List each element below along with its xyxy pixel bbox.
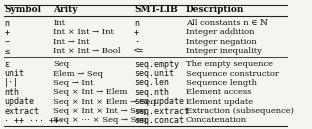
Text: −: − bbox=[4, 37, 9, 46]
Text: Extraction (subsequence): Extraction (subsequence) bbox=[186, 107, 294, 115]
Text: nth: nth bbox=[4, 88, 19, 97]
Text: Sequence length: Sequence length bbox=[186, 79, 257, 87]
Text: unit: unit bbox=[4, 69, 24, 78]
Text: The empty sequence: The empty sequence bbox=[186, 60, 273, 68]
Text: +: + bbox=[4, 28, 9, 37]
Text: Int → Int: Int → Int bbox=[53, 38, 90, 46]
Text: seq.empty: seq.empty bbox=[134, 60, 179, 69]
Text: Int × Int → Bool: Int × Int → Bool bbox=[53, 47, 121, 55]
Text: Element access: Element access bbox=[186, 88, 251, 96]
Text: Integer addition: Integer addition bbox=[186, 28, 255, 36]
Text: Arity: Arity bbox=[53, 5, 78, 14]
Text: Elem → Seq: Elem → Seq bbox=[53, 70, 103, 78]
Text: Symbol: Symbol bbox=[4, 5, 41, 14]
Text: |·|: |·| bbox=[4, 78, 19, 87]
Text: All constants n ∈ ℕ: All constants n ∈ ℕ bbox=[186, 19, 268, 27]
Text: Seq × Int × Elem → Seq: Seq × Int × Elem → Seq bbox=[53, 98, 156, 106]
Text: Concatenation: Concatenation bbox=[186, 116, 247, 124]
Text: <=: <= bbox=[134, 47, 144, 56]
Text: Element update: Element update bbox=[186, 98, 253, 106]
Text: Sequence constructor: Sequence constructor bbox=[186, 70, 279, 78]
Text: Integer inequality: Integer inequality bbox=[186, 47, 262, 55]
Text: Integer negation: Integer negation bbox=[186, 38, 257, 46]
Text: Description: Description bbox=[186, 5, 244, 14]
Text: -: - bbox=[134, 37, 139, 46]
Text: SMT-LIB: SMT-LIB bbox=[134, 5, 178, 14]
Text: ⋅ ++ ⋅⋅⋅ ++⋅: ⋅ ++ ⋅⋅⋅ ++⋅ bbox=[4, 116, 64, 125]
Text: seq.update: seq.update bbox=[134, 97, 184, 106]
Text: Int × Int → Int: Int × Int → Int bbox=[53, 28, 114, 36]
Text: Int: Int bbox=[53, 19, 66, 27]
Text: seq.unit: seq.unit bbox=[134, 69, 174, 78]
Text: seq.nth: seq.nth bbox=[134, 88, 169, 97]
Text: ≤: ≤ bbox=[4, 47, 9, 56]
Text: +: + bbox=[134, 28, 139, 37]
Text: Seq × ⋅⋅⋅ × Seq → Seq: Seq × ⋅⋅⋅ × Seq → Seq bbox=[53, 116, 147, 124]
Text: seq.extract: seq.extract bbox=[134, 107, 189, 116]
Text: n: n bbox=[134, 18, 139, 27]
Text: Seq × Int × Int → Seq: Seq × Int × Int → Seq bbox=[53, 107, 147, 115]
Text: seq.len: seq.len bbox=[134, 78, 169, 87]
Text: update: update bbox=[4, 97, 34, 106]
Text: ε: ε bbox=[4, 60, 9, 69]
Text: Seq × Int → Elem: Seq × Int → Elem bbox=[53, 88, 128, 96]
Text: Seq: Seq bbox=[53, 60, 70, 68]
Text: seq.concat: seq.concat bbox=[134, 116, 184, 125]
Text: n: n bbox=[4, 18, 9, 27]
Text: Seq → Int: Seq → Int bbox=[53, 79, 94, 87]
Text: extract: extract bbox=[4, 107, 39, 116]
